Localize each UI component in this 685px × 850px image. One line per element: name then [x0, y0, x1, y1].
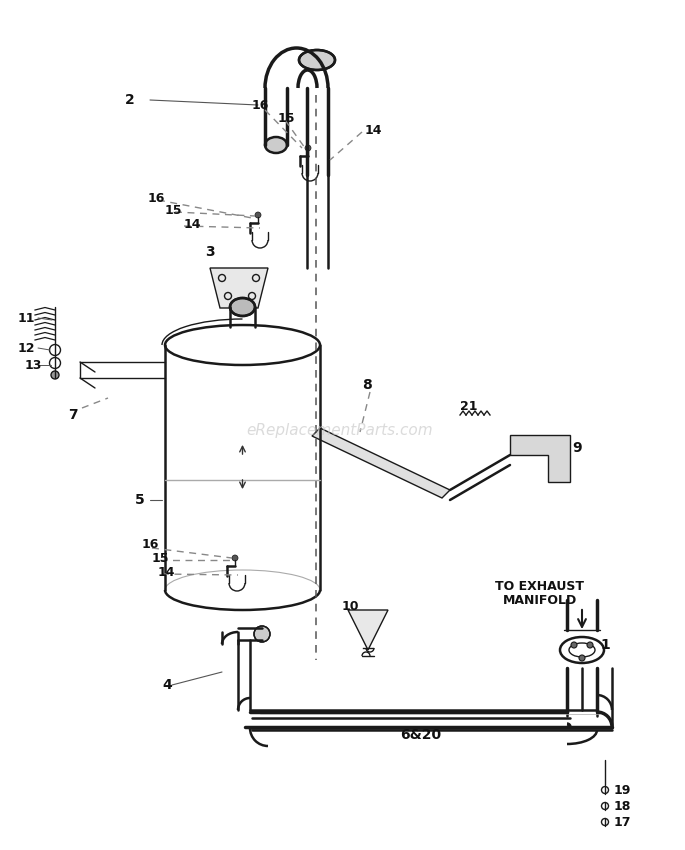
Circle shape	[579, 655, 585, 661]
Circle shape	[255, 212, 261, 218]
Text: 2: 2	[125, 93, 135, 107]
Ellipse shape	[265, 137, 287, 153]
Text: 21: 21	[460, 400, 477, 412]
Ellipse shape	[299, 50, 335, 70]
Ellipse shape	[230, 298, 255, 316]
Polygon shape	[312, 428, 450, 498]
Text: 12: 12	[18, 342, 36, 354]
Text: 6&20: 6&20	[400, 728, 441, 742]
Text: 18: 18	[614, 800, 632, 813]
Text: MANIFOLD: MANIFOLD	[503, 594, 577, 607]
Circle shape	[51, 371, 59, 379]
Text: 9: 9	[572, 441, 582, 455]
Circle shape	[305, 145, 311, 151]
Text: 15: 15	[152, 552, 169, 564]
Text: 17: 17	[614, 815, 632, 829]
Text: 16: 16	[142, 539, 160, 552]
Text: 16: 16	[148, 191, 165, 205]
Text: 16: 16	[252, 99, 269, 111]
Text: 13: 13	[25, 359, 42, 371]
Circle shape	[571, 642, 577, 648]
Text: 11: 11	[18, 311, 36, 325]
Text: 4: 4	[162, 678, 172, 692]
Text: 15: 15	[278, 111, 295, 124]
Text: 14: 14	[158, 565, 175, 579]
Text: 15: 15	[165, 203, 182, 217]
Text: 7: 7	[68, 408, 77, 422]
Text: 14: 14	[365, 123, 382, 137]
Circle shape	[232, 555, 238, 561]
Circle shape	[587, 642, 593, 648]
Text: 19: 19	[614, 784, 632, 796]
Text: 14: 14	[184, 218, 201, 230]
Text: eReplacementParts.com: eReplacementParts.com	[247, 422, 434, 438]
Text: TO EXHAUST: TO EXHAUST	[495, 580, 584, 593]
Text: 3: 3	[205, 245, 214, 259]
Polygon shape	[510, 435, 570, 482]
Text: 5: 5	[135, 493, 145, 507]
Text: 10: 10	[342, 600, 360, 614]
Ellipse shape	[254, 626, 270, 642]
Polygon shape	[348, 610, 388, 650]
Text: 1: 1	[600, 638, 610, 652]
Polygon shape	[210, 268, 268, 308]
Text: 8: 8	[362, 378, 372, 392]
